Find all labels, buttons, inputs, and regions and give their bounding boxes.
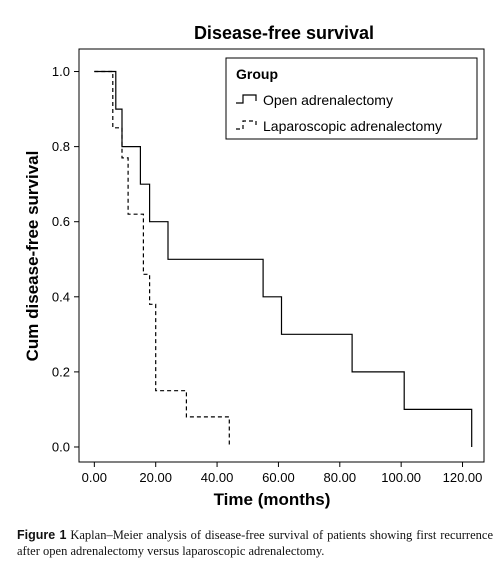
laparoscopic-adrenalectomy-curve — [94, 70, 230, 447]
x-tick-label: 20.00 — [139, 470, 172, 485]
plot-frame — [78, 48, 485, 463]
caption-label: Figure 1 — [17, 528, 67, 542]
y-tick-label: 0.2 — [52, 364, 70, 379]
legend-label-open: Open adrenalectomy — [263, 92, 393, 108]
legend-box — [225, 57, 478, 140]
y-tick-label: 1.0 — [52, 64, 70, 79]
x-tick-label: 100.00 — [381, 470, 421, 485]
y-tick-label: 0.4 — [52, 289, 70, 304]
open-adrenalectomy-curve — [94, 70, 473, 447]
legend-swatch-open — [236, 94, 257, 104]
x-axis: 0.00 20.00 40.00 60.00 80.00 100.00 120.00 — [82, 462, 483, 485]
x-tick-label: 60.00 — [262, 470, 295, 485]
km-chart: Disease-free survival 0.0 0.2 0.4 0.6 0.8 1.0… — [23, 23, 485, 509]
chart-container: Disease-free survival 0.0 0.2 0.4 0.6 0.8 1.0… — [23, 23, 485, 509]
x-axis-label: Time (months) — [214, 490, 331, 509]
x-tick-label: 120.00 — [443, 470, 483, 485]
x-tick-label: 0.00 — [82, 470, 107, 485]
survival-curves — [94, 70, 473, 447]
legend: Group Open adrenalectomy Laparoscopic ad… — [225, 57, 478, 140]
x-tick-label: 80.00 — [324, 470, 357, 485]
y-axis-label: Cum disease-free survival — [23, 151, 42, 362]
chart-title: Disease-free survival — [194, 23, 374, 43]
legend-swatch-laparoscopic — [236, 120, 257, 130]
x-tick-label: 40.00 — [201, 470, 234, 485]
y-axis: 0.0 0.2 0.4 0.6 0.8 1.0 — [52, 64, 79, 454]
y-tick-label: 0.8 — [52, 139, 70, 154]
legend-label-laparoscopic: Laparoscopic adrenalectomy — [263, 118, 442, 134]
y-tick-label: 0.6 — [52, 214, 70, 229]
figure-caption: Figure 1 Kaplan–Meier analysis of diseas… — [17, 527, 493, 559]
y-tick-label: 0.0 — [52, 439, 70, 454]
caption-text: Kaplan–Meier analysis of disease-free su… — [17, 528, 493, 558]
legend-title: Group — [236, 66, 278, 82]
